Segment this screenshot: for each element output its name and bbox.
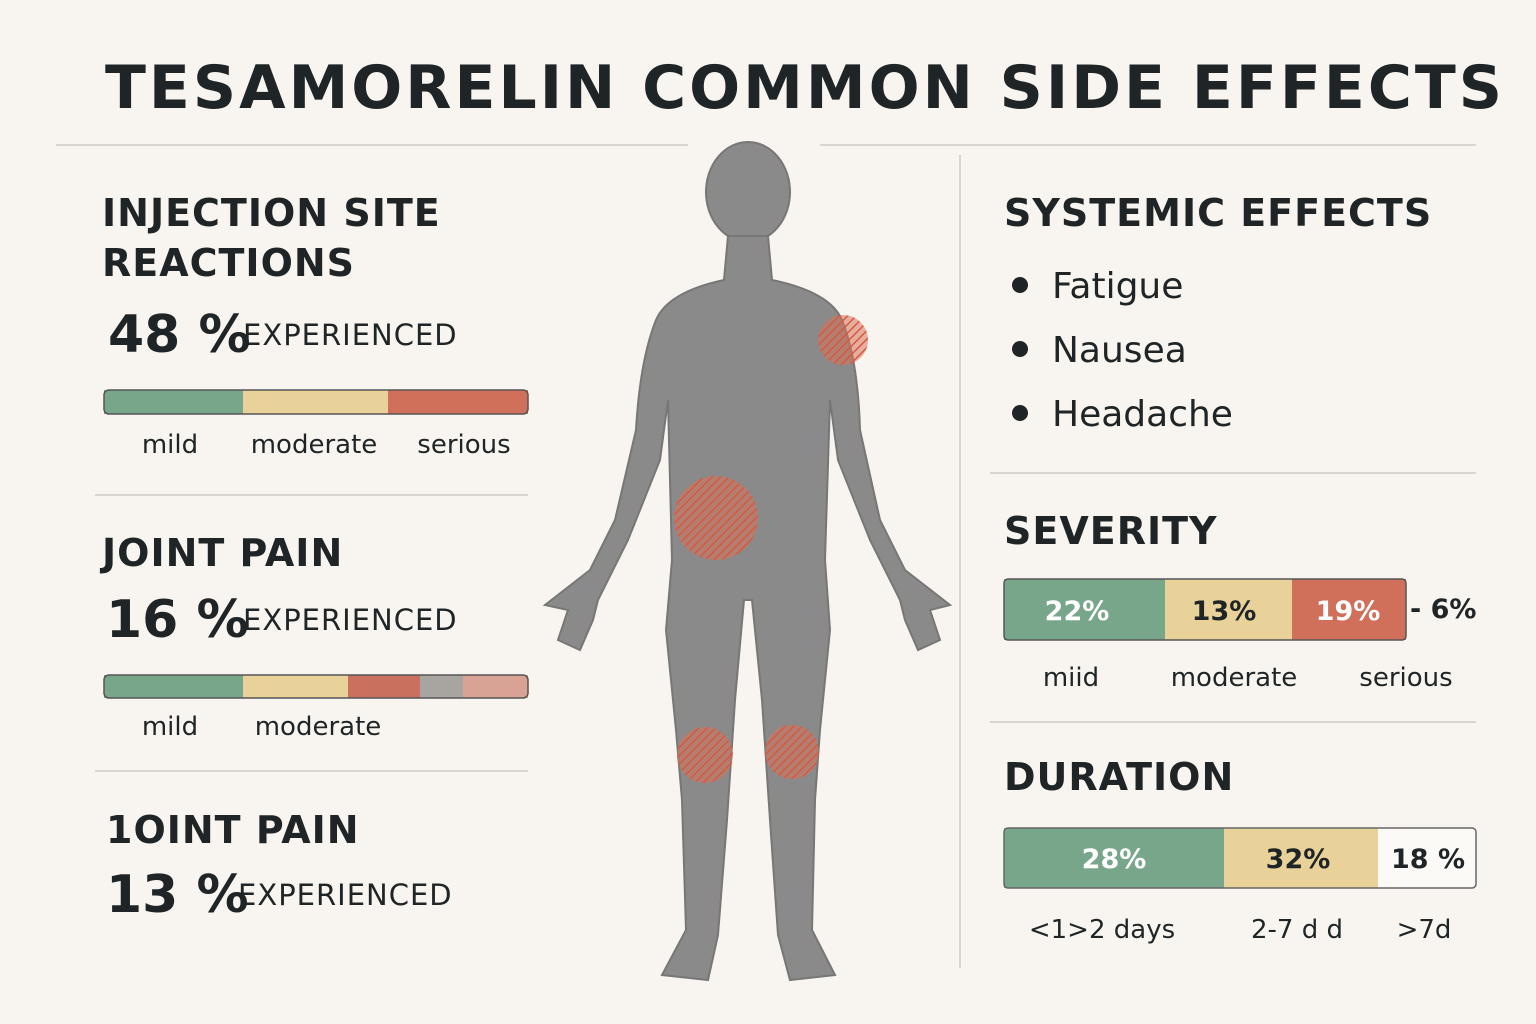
section-title: INJECTION SITE xyxy=(102,191,441,235)
affected-area xyxy=(674,476,758,560)
segment-label: 22% xyxy=(1045,596,1110,627)
section-title: SEVERITY xyxy=(1004,509,1218,553)
list-item: Nausea xyxy=(1052,330,1187,371)
bar-label: mild xyxy=(142,430,198,460)
section-title: JOINT PAIN xyxy=(99,531,343,575)
list-item: Fatigue xyxy=(1052,266,1183,307)
percent: 16 % xyxy=(106,590,249,650)
affected-area xyxy=(677,727,733,783)
duration-bar xyxy=(1003,827,1477,889)
bar-label: >7d xyxy=(1397,915,1452,945)
body-figure xyxy=(542,141,953,982)
percent: 48 % xyxy=(108,305,251,365)
bar-label: <1>2 days xyxy=(1029,915,1175,945)
affected-area xyxy=(765,725,819,779)
bullet xyxy=(1012,277,1028,293)
bar-label: miid xyxy=(1043,663,1099,693)
bullet xyxy=(1012,341,1028,357)
affected-area xyxy=(818,315,868,365)
bar-label: moderate xyxy=(1171,663,1298,693)
note: EXPERIENCED xyxy=(243,318,458,352)
page-title: TESAMORELIN COMMON SIDE EFFECTS xyxy=(105,53,1505,123)
list-item: Headache xyxy=(1052,394,1233,435)
severity-bar xyxy=(103,389,529,415)
severity-bar xyxy=(103,674,529,699)
segment-label: 18 % xyxy=(1391,844,1465,875)
severity-bar xyxy=(1003,578,1407,641)
note: EXPERIENCED xyxy=(243,603,458,637)
segment-label: - 6% xyxy=(1410,594,1476,625)
section-title: DURATION xyxy=(1004,755,1234,799)
bar-label: moderate xyxy=(251,430,378,460)
bar-label: 2-7 d d xyxy=(1251,915,1343,945)
segment-label: 19% xyxy=(1316,596,1381,627)
section-title: REACTIONS xyxy=(102,241,355,285)
segment-label: 32% xyxy=(1266,844,1331,875)
segment-label: 28% xyxy=(1082,844,1147,875)
bar-label: mild xyxy=(142,712,198,742)
bullet xyxy=(1012,405,1028,421)
note: EXPERIENCED xyxy=(238,878,453,912)
bar-label: moderate xyxy=(255,712,382,742)
bar-label: serious xyxy=(1359,663,1452,693)
bar-label: serious xyxy=(417,430,510,460)
section-title: 1OINT PAIN xyxy=(106,808,360,852)
segment-label: 13% xyxy=(1192,596,1257,627)
section-title: SYSTEMIC EFFECTS xyxy=(1004,191,1432,235)
percent: 13 % xyxy=(106,865,249,925)
